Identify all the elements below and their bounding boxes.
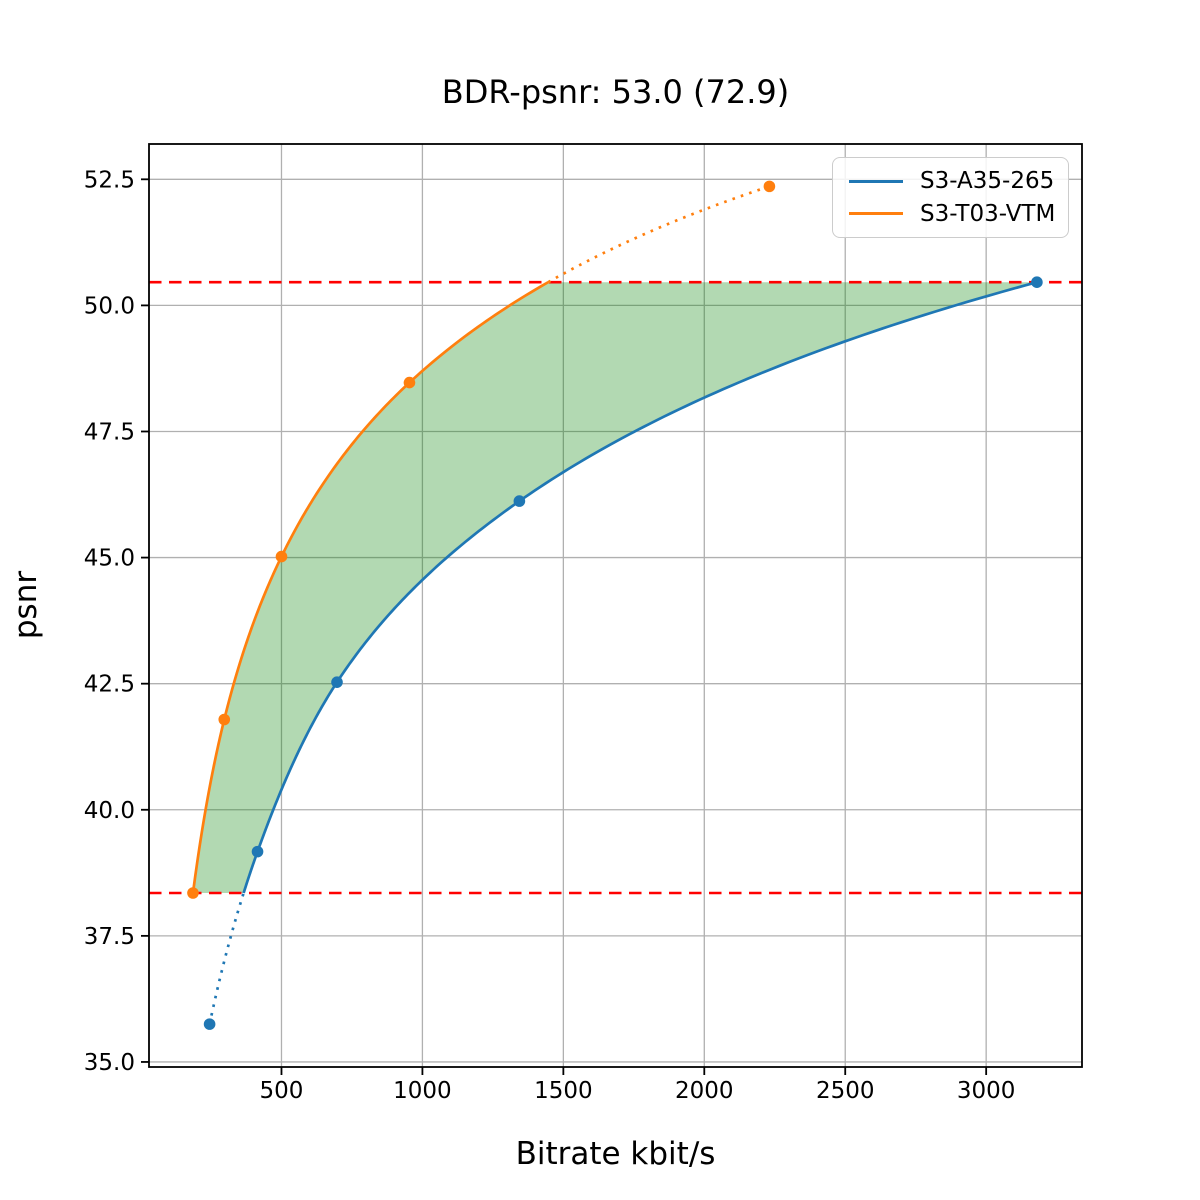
y-tick-label: 42.5 bbox=[84, 672, 135, 698]
legend-entry: S3-A35-265 bbox=[849, 168, 1056, 194]
x-axis-ticks: 500 1000 1500 2000 2500 3000 bbox=[260, 1067, 1016, 1104]
y-axis-label: psnr bbox=[8, 570, 44, 640]
gridlines bbox=[149, 144, 1082, 1067]
series-S3-T03-VTM bbox=[187, 180, 776, 899]
data-point bbox=[275, 550, 288, 563]
y-tick-label: 35.0 bbox=[84, 1050, 135, 1076]
data-point bbox=[403, 376, 416, 389]
data-point bbox=[1031, 276, 1043, 288]
legend-line-swatch bbox=[849, 179, 903, 183]
legend-entry: S3-T03-VTM bbox=[849, 201, 1056, 227]
bd-shaded-region bbox=[192, 282, 1037, 893]
series-line bbox=[191, 281, 549, 894]
y-tick-label: 45.0 bbox=[84, 546, 135, 572]
x-tick-label: 1000 bbox=[393, 1078, 452, 1104]
x-tick-label: 2000 bbox=[675, 1078, 734, 1104]
data-point bbox=[218, 713, 231, 726]
data-point bbox=[513, 495, 526, 507]
series-S3-A35-265 bbox=[203, 276, 1043, 1030]
x-axis-label: Bitrate kbit/s bbox=[515, 1136, 716, 1172]
y-tick-label: 37.5 bbox=[84, 924, 135, 950]
legend-entry-label: S3-A35-265 bbox=[920, 168, 1055, 195]
axes-frame bbox=[148, 143, 1083, 1068]
x-tick-label: 3000 bbox=[957, 1078, 1016, 1104]
series-line bbox=[242, 280, 1038, 894]
data-point bbox=[331, 676, 343, 688]
x-tick-label: 500 bbox=[260, 1078, 304, 1104]
data-point bbox=[763, 180, 776, 193]
y-tick-label: 50.0 bbox=[84, 293, 135, 319]
legend: S3-A35-265 S3-T03-VTM bbox=[832, 157, 1069, 238]
y-tick-label: 47.5 bbox=[84, 419, 135, 445]
chart-title: BDR-psnr: 53.0 (72.9) bbox=[441, 73, 790, 111]
bd-bound-lines bbox=[149, 280, 1082, 895]
data-point bbox=[187, 887, 199, 899]
legend-line-swatch bbox=[849, 212, 903, 216]
data-point bbox=[203, 1018, 216, 1030]
legend-entry-label: S3-T03-VTM bbox=[920, 200, 1056, 227]
series-line-dotted bbox=[547, 185, 770, 284]
data-point bbox=[251, 845, 264, 858]
y-axis-ticks: 35.0 37.5 40.0 42.5 45.0 47.5 50.0 52.5 bbox=[84, 167, 149, 1076]
y-tick-label: 52.5 bbox=[84, 167, 135, 193]
x-tick-label: 1500 bbox=[534, 1078, 593, 1104]
y-tick-label: 40.0 bbox=[84, 798, 135, 824]
x-tick-label: 2500 bbox=[816, 1078, 875, 1104]
